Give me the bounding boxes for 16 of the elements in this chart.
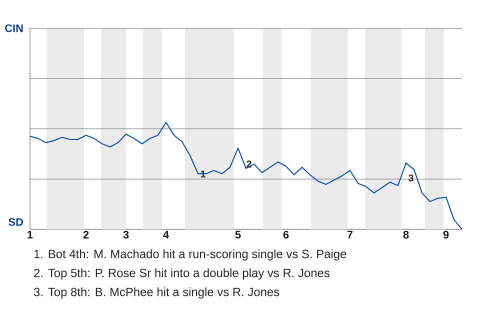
x-tick-label: 1 <box>28 230 33 238</box>
x-tick-label: 4 <box>163 230 169 238</box>
text: SD <box>8 218 24 226</box>
x-tick-label: 9 <box>443 230 449 239</box>
x-tick-label: 6 <box>283 230 289 239</box>
text: 3. Top 8th: B. McPhee hit a single vs R. Jones <box>34 287 280 299</box>
annotation: 3 <box>408 174 414 182</box>
x-tick-label: 3 <box>123 230 129 239</box>
x-tick-label: 7 <box>347 230 353 238</box>
text: CIN <box>5 24 23 32</box>
x-tick-label: 8 <box>403 230 409 239</box>
x-tick-label: 2 <box>83 230 89 238</box>
x-tick-label: 5 <box>235 230 241 238</box>
text: 1. Bot 4th: M. Machado hit a run-scoring single vs S. Paige <box>34 249 346 261</box>
annotation: 2 <box>246 160 252 168</box>
text: 2. Top 5th: P. Rose Sr hit into a double play vs R. Jones <box>34 268 330 280</box>
